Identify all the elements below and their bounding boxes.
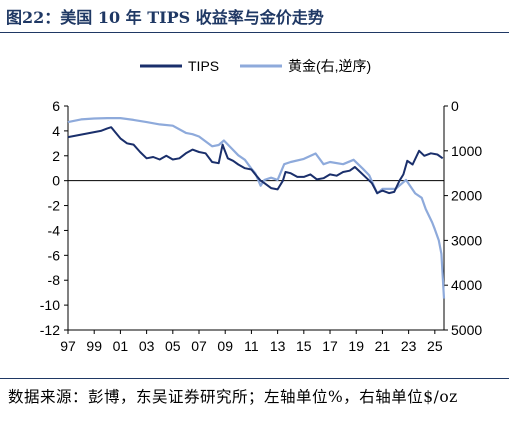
left-tick-label: -10 xyxy=(40,297,60,313)
left-tick-label: 0 xyxy=(52,173,60,189)
x-tick-label: 23 xyxy=(401,338,417,354)
x-tick-label: 99 xyxy=(86,338,102,354)
chart-series xyxy=(67,116,446,299)
x-tick-label: 03 xyxy=(139,338,155,354)
x-tick-label: 19 xyxy=(348,338,364,354)
left-tick-label: -6 xyxy=(48,247,61,263)
x-tick-label: 09 xyxy=(217,338,233,354)
left-tick-label: 2 xyxy=(52,148,60,164)
left-tick-label: 4 xyxy=(52,123,60,139)
title-rule xyxy=(0,32,509,33)
x-tick-label: 97 xyxy=(60,338,76,354)
left-tick-label: -12 xyxy=(40,322,60,338)
x-tick-label: 01 xyxy=(113,338,129,354)
x-tick-label: 07 xyxy=(191,338,207,354)
chart-axes: 6 4 2 0 -2 -4 -6 -8 -10 -12 0 1000 2000 3000 4000 5000 9… xyxy=(40,98,483,354)
right-tick-label: 3000 xyxy=(451,232,482,248)
line-chart: TIPS 黄金(右,逆序) 6 4 2 0 -2 -4 -6 -8 -10 -12 0 1000 2000… xyxy=(40,58,483,354)
source-note: 数据来源：彭博，东吴证券研究所；左轴单位%，右轴单位$/oz xyxy=(8,388,458,406)
right-tick-label: 4000 xyxy=(451,277,482,293)
left-tick-label: 6 xyxy=(52,98,60,114)
right-tick-label: 5000 xyxy=(451,322,482,338)
left-tick-label: -8 xyxy=(48,272,61,288)
right-tick-label: 2000 xyxy=(451,188,482,204)
x-tick-label: 21 xyxy=(375,338,391,354)
gold-series-line xyxy=(67,116,446,299)
source-rule xyxy=(0,378,509,379)
left-tick-label: -4 xyxy=(48,222,61,238)
x-tick-label: 11 xyxy=(244,338,259,354)
x-tick-label: 15 xyxy=(296,338,312,354)
left-tick-label: -2 xyxy=(48,198,61,214)
tips-series-line xyxy=(67,126,444,195)
legend-label-gold: 黄金(右,逆序) xyxy=(288,58,371,74)
x-tick-label: 05 xyxy=(165,338,181,354)
right-tick-label: 1000 xyxy=(451,143,482,159)
chart-title: 图22：美国 10 年 TIPS 收益率与金价走势 xyxy=(6,8,324,27)
x-tick-label: 17 xyxy=(322,338,338,354)
legend: TIPS 黄金(右,逆序) xyxy=(140,58,371,74)
legend-label-tips: TIPS xyxy=(188,58,219,74)
x-tick-label: 13 xyxy=(270,338,286,354)
x-tick-label: 25 xyxy=(427,338,443,354)
right-tick-label: 0 xyxy=(451,98,459,114)
